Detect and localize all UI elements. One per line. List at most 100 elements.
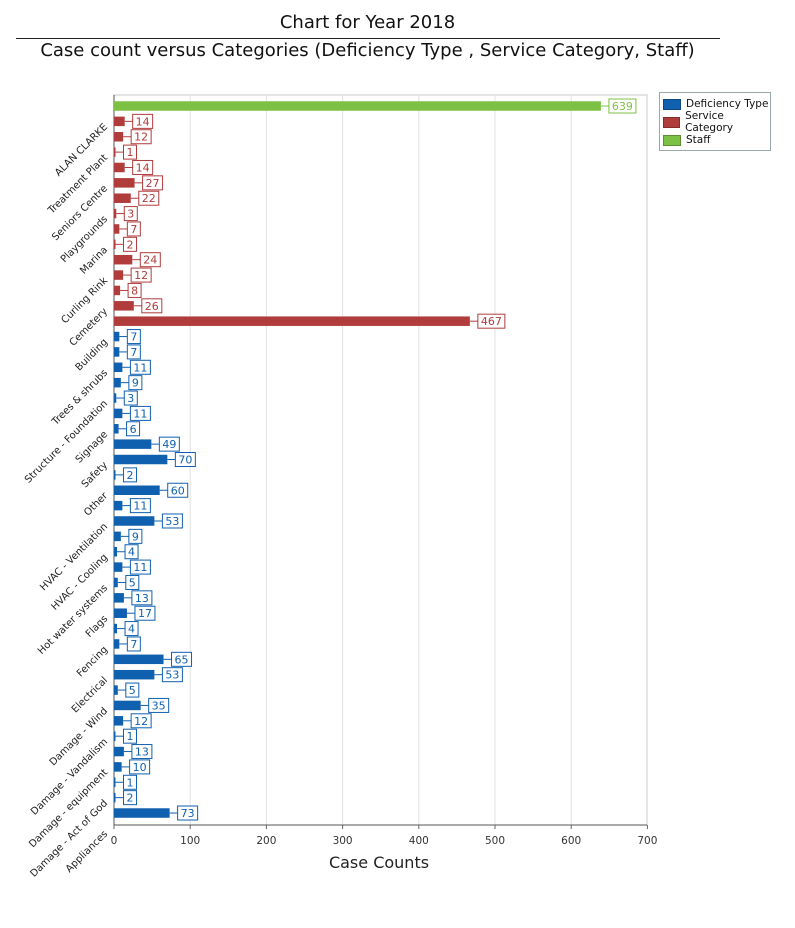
data-label: 2: [127, 238, 134, 251]
bar: [114, 301, 134, 311]
title-divider: [16, 38, 720, 39]
data-label: 2: [127, 792, 134, 805]
bar: [114, 669, 155, 680]
data-label-box: [148, 697, 170, 713]
data-label: 12: [134, 715, 148, 728]
category-label: Safety: [80, 460, 110, 490]
bar: [114, 808, 170, 818]
data-label: 4: [128, 546, 135, 559]
bar: [114, 593, 124, 603]
legend-label-staff: Staff: [686, 134, 711, 146]
data-label-box: [139, 252, 161, 268]
bar: [114, 516, 155, 526]
data-label: 65: [175, 653, 189, 666]
bar: [114, 485, 160, 495]
data-label-box: [131, 590, 153, 606]
bar: [114, 424, 119, 434]
legend-item-service-category: Service Category: [663, 110, 770, 134]
data-label: 9: [132, 530, 139, 543]
x-tick-label: 100: [180, 835, 200, 847]
data-label: 12: [134, 131, 148, 144]
bar: [114, 454, 168, 465]
data-label: 53: [165, 515, 179, 528]
data-label: 22: [142, 192, 156, 205]
data-label-box: [158, 436, 180, 452]
data-label: 14: [136, 115, 150, 128]
category-label: Flags: [84, 614, 110, 640]
data-label-box: [132, 113, 154, 129]
data-label-box: [129, 359, 151, 375]
bar: [114, 716, 124, 726]
data-label-box: [608, 98, 637, 114]
bar: [114, 131, 124, 142]
data-label-box: [126, 329, 141, 345]
legend-item-deficiency-type: Deficiency Type: [663, 96, 768, 112]
data-label: 1: [127, 146, 134, 159]
data-label: 73: [181, 807, 195, 820]
data-label: 27: [146, 177, 160, 190]
data-label: 12: [134, 269, 148, 282]
data-label: 70: [178, 454, 192, 467]
data-label-box: [125, 682, 140, 698]
data-label-box: [123, 390, 138, 406]
bar: [114, 362, 123, 373]
data-label-box: [124, 544, 139, 560]
chart-title: Chart for Year 2018: [279, 12, 456, 33]
data-label: 35: [152, 699, 166, 712]
data-label: 13: [135, 592, 149, 605]
bar: [114, 792, 116, 803]
data-label: 13: [135, 746, 149, 759]
data-label-box: [171, 651, 193, 667]
category-label: Trees & shrubs: [49, 368, 110, 429]
data-label-box: [123, 144, 137, 160]
data-label: 5: [129, 576, 136, 589]
data-label: 3: [127, 208, 134, 221]
bar: [114, 224, 120, 234]
data-label: 1: [127, 776, 134, 789]
data-label: 8: [131, 284, 138, 297]
grid-lines: [113, 94, 648, 829]
bar: [114, 393, 117, 403]
data-label: 49: [162, 438, 176, 451]
data-label-box: [129, 559, 151, 575]
data-label: 10: [133, 761, 147, 774]
x-tick-label: 400: [409, 835, 429, 847]
data-label-box: [129, 405, 151, 421]
category-label: Seniors Centre: [50, 183, 110, 243]
bar: [114, 746, 124, 757]
bar: [114, 408, 123, 419]
data-label: 639: [612, 100, 633, 113]
data-label-box: [167, 482, 189, 498]
data-label: 11: [133, 561, 147, 574]
category-label: Other: [82, 490, 110, 518]
bar: [114, 577, 118, 588]
data-label: 11: [133, 500, 147, 513]
data-label-box: [134, 605, 156, 621]
data-label: 9: [132, 377, 139, 390]
data-label: 1: [127, 730, 134, 743]
data-label: 467: [481, 315, 502, 328]
data-label-box: [126, 421, 141, 437]
data-label: 53: [165, 669, 179, 682]
data-label-box: [123, 206, 138, 222]
bar: [114, 316, 470, 326]
bar: [114, 178, 135, 188]
bar: [114, 500, 123, 511]
category-label: HVAC - Cooling: [49, 552, 110, 613]
x-axis-label: Case Counts: [329, 853, 429, 872]
bar: [114, 193, 131, 203]
data-label-box: [126, 344, 141, 360]
data-label: 17: [138, 607, 152, 620]
bar: [114, 654, 164, 665]
data-label-box: [126, 221, 141, 237]
bar: [114, 116, 125, 127]
bar: [114, 439, 152, 449]
data-label-box: [132, 159, 154, 175]
data-label-box: [123, 728, 137, 744]
legend-label-service-category: Service Category: [685, 110, 734, 134]
data-label-box: [130, 267, 152, 283]
data-label: 7: [130, 331, 137, 344]
data-label: 7: [130, 346, 137, 359]
data-label: 11: [133, 361, 147, 374]
